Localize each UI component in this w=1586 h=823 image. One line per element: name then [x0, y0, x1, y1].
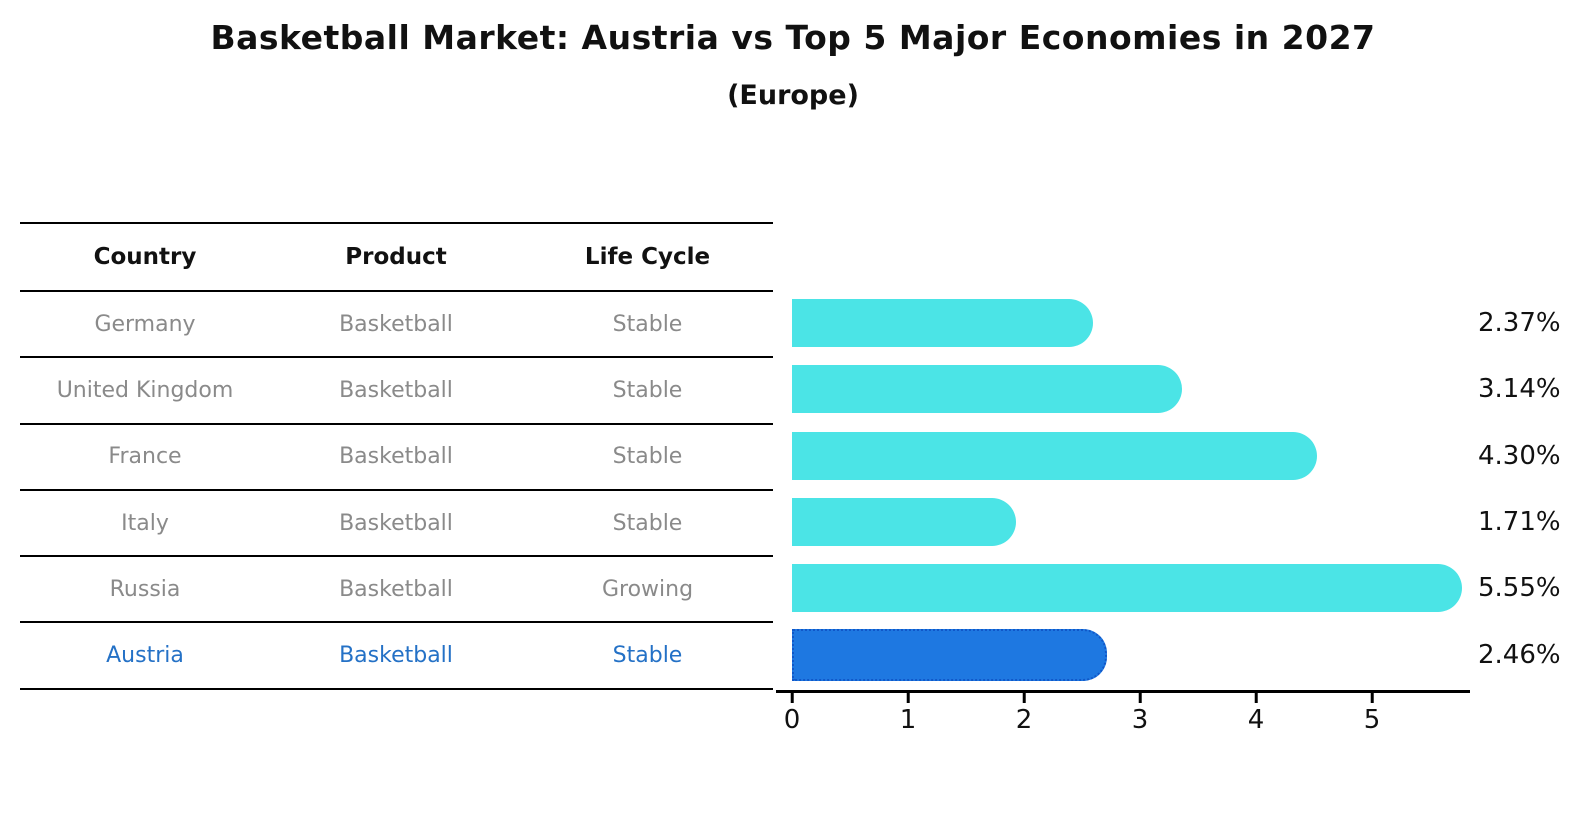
- x-axis-ticks: 0 1 2 3 4 5: [784, 693, 1470, 753]
- value-label-germany: 2.37%: [1478, 308, 1561, 339]
- column-header-country: Country: [93, 244, 197, 270]
- cell-product: Basketball: [339, 576, 453, 602]
- x-tick-mark: [906, 693, 910, 703]
- cell-country: United Kingdom: [56, 377, 234, 403]
- chart-title: Basketball Market: Austria vs Top 5 Majo…: [210, 18, 1376, 57]
- x-tick: 2: [1015, 693, 1033, 735]
- x-tick-mark: [1138, 693, 1142, 703]
- bar-row: [792, 489, 1470, 555]
- x-tick-label: 5: [1363, 705, 1381, 735]
- cell-life-cycle: Stable: [612, 377, 683, 403]
- x-tick: 0: [783, 693, 801, 735]
- cell-life-cycle: Stable: [612, 444, 683, 470]
- cell-life-cycle: Stable: [612, 510, 683, 536]
- column-header-life-cycle: Life Cycle: [584, 244, 711, 270]
- table-row-austria-highlight: Austria Basketball Stable: [20, 623, 773, 690]
- country-table: Country Product Life Cycle Germany Baske…: [20, 222, 773, 690]
- cell-country: Italy: [121, 510, 169, 536]
- bar-united-kingdom: [792, 365, 1183, 414]
- value-label-france: 4.30%: [1478, 440, 1561, 471]
- cell-life-cycle: Stable: [612, 311, 683, 337]
- cell-product: Basketball: [339, 643, 453, 669]
- bar-row: [792, 356, 1470, 422]
- x-tick-mark: [790, 693, 794, 703]
- x-tick-label: 4: [1247, 705, 1265, 735]
- value-label-italy: 1.71%: [1478, 507, 1561, 538]
- bar-france: [792, 431, 1317, 480]
- cell-product: Basketball: [339, 377, 453, 403]
- table-row: France Basketball Stable: [20, 425, 773, 491]
- x-tick-mark: [1254, 693, 1258, 703]
- bar-row: [792, 555, 1470, 621]
- cell-country: Austria: [106, 643, 184, 669]
- bar-italy: [792, 497, 1017, 546]
- cell-product: Basketball: [339, 510, 453, 536]
- x-tick-mark: [1370, 693, 1374, 703]
- table-row: Italy Basketball Stable: [20, 491, 773, 558]
- column-header-product: Product: [345, 244, 447, 270]
- x-tick: 3: [1131, 693, 1149, 735]
- cell-life-cycle: Growing: [601, 576, 694, 602]
- cell-country: Russia: [109, 576, 181, 602]
- x-tick-mark: [1022, 693, 1026, 703]
- table-row: Russia Basketball Growing: [20, 557, 773, 624]
- table-row: Germany Basketball Stable: [20, 292, 773, 359]
- cell-product: Basketball: [339, 311, 453, 337]
- x-axis-line: [776, 690, 1470, 693]
- cell-country: France: [108, 444, 182, 470]
- x-tick: 1: [899, 693, 917, 735]
- x-tick-label: 0: [783, 705, 801, 735]
- bar-row: [792, 622, 1470, 688]
- x-tick: 5: [1363, 693, 1381, 735]
- cell-country: Germany: [94, 311, 196, 337]
- table-header-row: Country Product Life Cycle: [20, 224, 773, 292]
- value-label-russia: 5.55%: [1478, 573, 1561, 604]
- value-label-column: 2.37% 3.14% 4.30% 1.71% 5.55% 2.46%: [1478, 290, 1586, 688]
- bar-row: [792, 423, 1470, 489]
- x-tick-label: 1: [899, 705, 917, 735]
- bar-germany: [792, 299, 1093, 347]
- cell-life-cycle: Stable: [612, 643, 683, 669]
- bar-row: [792, 290, 1470, 356]
- bar-plot-area: [792, 290, 1470, 688]
- x-tick-label: 3: [1131, 705, 1149, 735]
- x-tick-label: 2: [1015, 705, 1033, 735]
- table-row: United Kingdom Basketball Stable: [20, 358, 773, 425]
- value-label-united-kingdom: 3.14%: [1478, 374, 1561, 405]
- bar-russia: [792, 564, 1462, 613]
- chart-subtitle: (Europe): [727, 80, 859, 111]
- bar-austria-highlighted: [792, 628, 1108, 681]
- value-label-austria: 2.46%: [1478, 639, 1561, 670]
- x-tick: 4: [1247, 693, 1265, 735]
- cell-product: Basketball: [339, 444, 453, 470]
